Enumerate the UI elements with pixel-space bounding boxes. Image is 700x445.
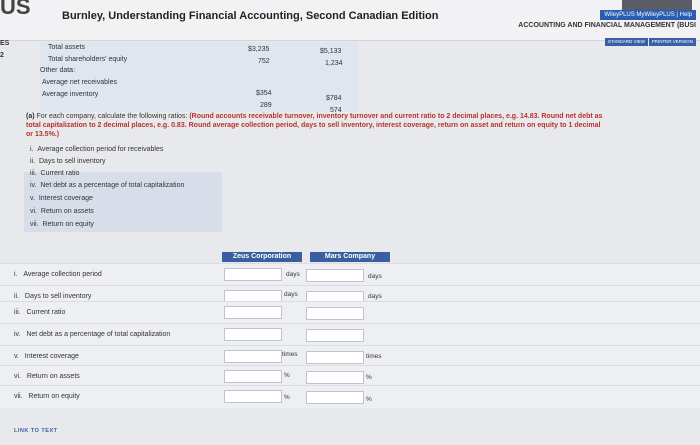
ratio-list-item: vi. Return on assets xyxy=(30,208,94,215)
data-label-other-data: Other data: xyxy=(40,67,76,74)
link-to-text[interactable]: LINK TO TEXT xyxy=(14,428,58,434)
mars-total-assets: $5,133 xyxy=(320,48,342,55)
zeus-net-debt-input[interactable] xyxy=(224,328,282,341)
answer-row-label: v. Interest coverage xyxy=(14,353,79,360)
mars-net-debt-input[interactable] xyxy=(306,329,364,342)
rounding-instruction-3: or 13.5%.) xyxy=(26,131,60,138)
answer-row-label: iii. Current ratio xyxy=(14,309,66,316)
ratio-list-item: ii. Days to sell inventory xyxy=(30,158,106,165)
column-header-mars: Mars Company xyxy=(310,252,390,262)
question-prompt: For each company, calculate the followin… xyxy=(36,113,188,120)
side-fragment-2: 2 xyxy=(0,52,4,59)
ratio-list-item: v. Interest coverage xyxy=(30,195,93,202)
unit-label: days xyxy=(284,291,298,298)
zeus-return-on-equity-input[interactable] xyxy=(224,390,282,403)
mars-avg-receivables: $784 xyxy=(326,95,342,102)
mars-return-on-assets-input[interactable] xyxy=(306,371,364,384)
data-label-total-assets: Total assets xyxy=(48,44,85,51)
zeus-avg-collection-input[interactable] xyxy=(224,268,282,281)
answer-row: i. Average collection period days days xyxy=(0,263,700,286)
unit-label: % xyxy=(366,396,372,403)
mars-total-equity: 1,234 xyxy=(325,60,343,67)
mars-return-on-equity-input[interactable] xyxy=(306,391,364,404)
window-controls[interactable] xyxy=(622,0,692,10)
answer-row: v. Interest coverage times times xyxy=(0,345,700,368)
course-title: ACCOUNTING AND FINANCIAL MANAGEMENT (BUS… xyxy=(518,22,696,29)
rounding-instruction-2: total capitalization to 2 decimal places… xyxy=(26,122,601,129)
top-bar: US Burnley, Understanding Financial Acco… xyxy=(0,0,700,41)
mars-current-ratio-input[interactable] xyxy=(306,307,364,320)
answer-row: iii. Current ratio xyxy=(0,301,700,324)
app-logo: US xyxy=(0,0,31,19)
answer-row-label: vi. Return on assets xyxy=(14,373,80,380)
rounding-instruction-1: (Round accounts receivable turnover, inv… xyxy=(189,113,603,120)
zeus-total-equity: 752 xyxy=(258,58,270,65)
zeus-avg-inventory: 289 xyxy=(260,102,272,109)
data-label-avg-receivables: Average net receivables xyxy=(42,79,117,86)
ratio-list-item: vii. Return on equity xyxy=(30,221,94,228)
unit-label: days xyxy=(368,293,382,300)
unit-label: % xyxy=(366,374,372,381)
side-fragment-1: ES xyxy=(0,40,10,47)
unit-label: days xyxy=(368,273,382,280)
unit-label: times xyxy=(282,351,298,358)
zeus-interest-coverage-input[interactable] xyxy=(224,350,282,363)
answer-row: vii. Return on equity % % xyxy=(0,385,700,408)
ratio-list-item: iii. Current ratio xyxy=(30,170,80,177)
column-header-zeus: Zeus Corporation xyxy=(222,252,302,262)
unit-label: % xyxy=(284,372,290,379)
answer-row: vi. Return on assets % % xyxy=(0,365,700,388)
book-title: Burnley, Understanding Financial Account… xyxy=(62,10,439,22)
data-label-avg-inventory: Average inventory xyxy=(42,91,99,98)
mars-avg-collection-input[interactable] xyxy=(306,269,364,282)
data-label-total-equity: Total shareholders' equity xyxy=(48,56,128,63)
mars-interest-coverage-input[interactable] xyxy=(306,351,364,364)
zeus-total-assets: $3,235 xyxy=(248,46,270,53)
printer-version-button[interactable]: PRINTER VERSION xyxy=(648,38,696,46)
answer-row-label: iv. Net debt as a percentage of total ca… xyxy=(14,331,171,338)
question-text: (a) For each company, calculate the foll… xyxy=(26,113,602,120)
unit-label: times xyxy=(366,353,382,360)
unit-label: days xyxy=(286,271,300,278)
ratio-list-item: i. Average collection period for receiva… xyxy=(30,146,164,153)
standard-view-button[interactable]: STANDARD VIEW xyxy=(604,38,648,46)
mars-avg-inventory: 574 xyxy=(330,107,342,114)
answer-row-label: vii. Return on equity xyxy=(14,393,80,400)
zeus-current-ratio-input[interactable] xyxy=(224,306,282,319)
question-part: (a) xyxy=(26,113,35,120)
ratio-list-background xyxy=(24,172,222,232)
utility-links[interactable]: WileyPLUS MyWileyPLUS | Help xyxy=(600,10,696,20)
company-data-table xyxy=(40,42,358,112)
ratio-list-item: iv. Net debt as a percentage of total ca… xyxy=(30,182,185,189)
zeus-return-on-assets-input[interactable] xyxy=(224,370,282,383)
zeus-avg-receivables: $354 xyxy=(256,90,272,97)
answer-row: iv. Net debt as a percentage of total ca… xyxy=(0,323,700,346)
answer-row-label: ii. Days to sell inventory xyxy=(14,293,92,300)
answer-row-label: i. Average collection period xyxy=(14,271,102,278)
unit-label: % xyxy=(284,394,290,401)
